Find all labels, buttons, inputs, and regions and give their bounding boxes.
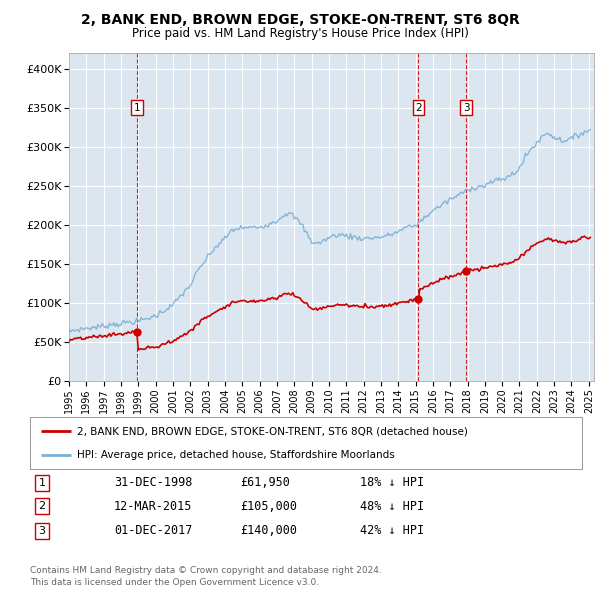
Text: 48% ↓ HPI: 48% ↓ HPI — [360, 500, 424, 513]
Text: £140,000: £140,000 — [240, 525, 297, 537]
Text: 18% ↓ HPI: 18% ↓ HPI — [360, 476, 424, 489]
Text: 2: 2 — [415, 103, 422, 113]
Text: 3: 3 — [38, 526, 46, 536]
Text: 01-DEC-2017: 01-DEC-2017 — [114, 525, 193, 537]
Text: £105,000: £105,000 — [240, 500, 297, 513]
Text: 1: 1 — [38, 478, 46, 487]
Text: 2: 2 — [38, 502, 46, 511]
Text: 2, BANK END, BROWN EDGE, STOKE-ON-TRENT, ST6 8QR: 2, BANK END, BROWN EDGE, STOKE-ON-TRENT,… — [80, 13, 520, 27]
Text: Price paid vs. HM Land Registry's House Price Index (HPI): Price paid vs. HM Land Registry's House … — [131, 27, 469, 40]
Text: 3: 3 — [463, 103, 469, 113]
Text: 2, BANK END, BROWN EDGE, STOKE-ON-TRENT, ST6 8QR (detached house): 2, BANK END, BROWN EDGE, STOKE-ON-TRENT,… — [77, 426, 468, 436]
Text: 42% ↓ HPI: 42% ↓ HPI — [360, 525, 424, 537]
Text: 12-MAR-2015: 12-MAR-2015 — [114, 500, 193, 513]
Text: 31-DEC-1998: 31-DEC-1998 — [114, 476, 193, 489]
Text: £61,950: £61,950 — [240, 476, 290, 489]
Text: 1: 1 — [134, 103, 140, 113]
Text: Contains HM Land Registry data © Crown copyright and database right 2024.
This d: Contains HM Land Registry data © Crown c… — [30, 566, 382, 587]
Text: HPI: Average price, detached house, Staffordshire Moorlands: HPI: Average price, detached house, Staf… — [77, 450, 395, 460]
